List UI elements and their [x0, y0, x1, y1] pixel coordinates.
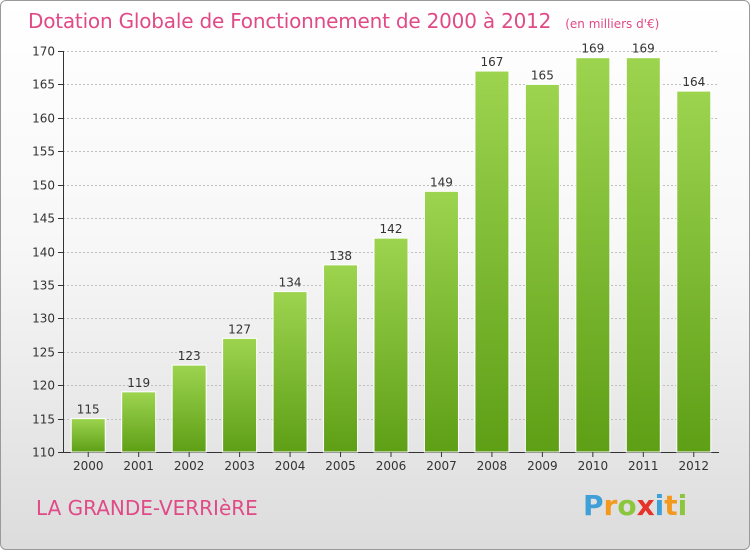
x-tick-label: 2004 — [275, 459, 306, 473]
data-label: 142 — [380, 222, 403, 236]
y-tick-label: 125 — [32, 346, 55, 360]
x-tick-label: 2012 — [678, 459, 709, 473]
x-tick-label: 2008 — [477, 459, 508, 473]
bar — [676, 90, 712, 453]
bar — [272, 291, 308, 453]
chart-subtitle: (en milliers d'€) — [565, 17, 660, 31]
bar — [323, 264, 359, 453]
y-tick-label: 130 — [32, 312, 55, 326]
bar — [474, 70, 510, 453]
data-label: 138 — [329, 249, 352, 263]
data-label: 169 — [632, 42, 655, 56]
data-label: 123 — [178, 349, 201, 363]
bar — [171, 364, 207, 453]
x-tick-label: 2001 — [123, 459, 154, 473]
data-label: 127 — [228, 322, 251, 336]
y-tick-label: 115 — [32, 413, 55, 427]
data-label: 119 — [127, 376, 150, 390]
y-tick-label: 135 — [32, 279, 55, 293]
x-tick-label: 2011 — [628, 459, 659, 473]
y-tick-label: 170 — [32, 45, 55, 59]
bar — [373, 237, 409, 453]
x-tick-label: 2005 — [325, 459, 356, 473]
data-label: 115 — [77, 403, 100, 417]
x-tick-label: 2006 — [376, 459, 407, 473]
data-label: 167 — [480, 55, 503, 69]
data-label: 134 — [279, 276, 302, 290]
x-tick-label: 2003 — [224, 459, 255, 473]
x-tick-label: 2002 — [174, 459, 205, 473]
x-tick-label: 2000 — [73, 459, 104, 473]
bar — [575, 57, 611, 453]
bar — [70, 418, 106, 453]
y-tick-label: 120 — [32, 379, 55, 393]
title-row: Dotation Globale de Fonctionnement de 20… — [28, 9, 659, 33]
place-name: LA GRANDE-VERRIèRE — [36, 496, 258, 520]
y-tick-label: 165 — [32, 78, 55, 92]
x-tick-label: 2007 — [426, 459, 457, 473]
y-tick-label: 155 — [32, 145, 55, 159]
bar — [625, 57, 661, 453]
y-tick-label: 145 — [32, 212, 55, 226]
data-label: 149 — [430, 175, 453, 189]
data-label: 169 — [581, 42, 604, 56]
chart-title: Dotation Globale de Fonctionnement de 20… — [28, 9, 552, 33]
data-label: 165 — [531, 68, 554, 82]
y-tick-label: 110 — [32, 446, 55, 460]
x-tick-label: 2010 — [578, 459, 609, 473]
bar — [222, 337, 258, 453]
x-tick-label: 2009 — [527, 459, 558, 473]
proxiti-logo: Proxiti — [583, 489, 688, 522]
y-tick-label: 160 — [32, 112, 55, 126]
bar — [524, 83, 560, 453]
bar — [423, 190, 459, 453]
y-tick-label: 140 — [32, 246, 55, 260]
bar — [121, 391, 157, 453]
data-label: 164 — [682, 75, 705, 89]
y-tick-label: 150 — [32, 179, 55, 193]
